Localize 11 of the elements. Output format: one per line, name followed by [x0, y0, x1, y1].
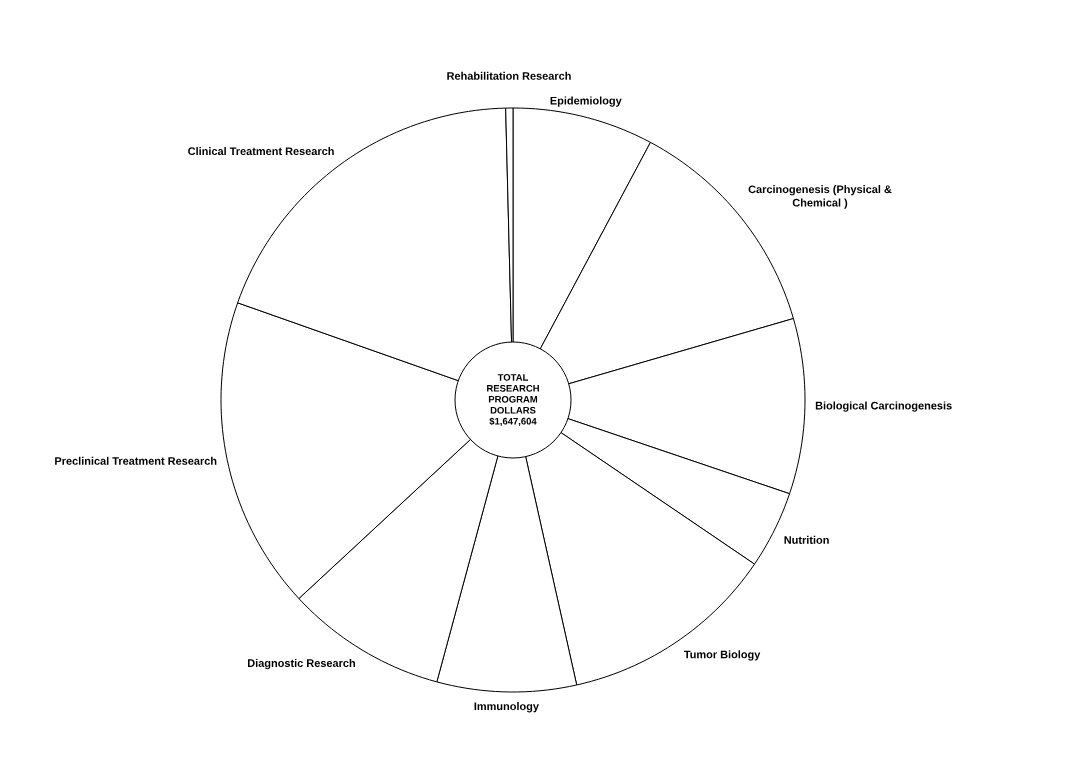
slice-label: Preclinical Treatment Research: [55, 456, 217, 465]
slice-label: Rehabilitation Research: [447, 71, 571, 80]
slice-label: Nutrition: [784, 535, 829, 544]
slice-label: Epidemiology: [550, 96, 622, 107]
slice-label: Immunology: [474, 702, 539, 713]
slice-label: Clinical Treatment Research: [188, 147, 334, 156]
slice-label: Biological Carcinogenesis: [815, 401, 952, 412]
slice-label: Carcinogenesis (Physical & Chemical ): [748, 185, 892, 209]
slice-label: Diagnostic Research: [247, 658, 355, 670]
text: TOTAL RESEARCH PROGRAM DOLLARS $1,647,604: [487, 374, 539, 426]
slice-label: Tumor Biology: [683, 650, 761, 661]
